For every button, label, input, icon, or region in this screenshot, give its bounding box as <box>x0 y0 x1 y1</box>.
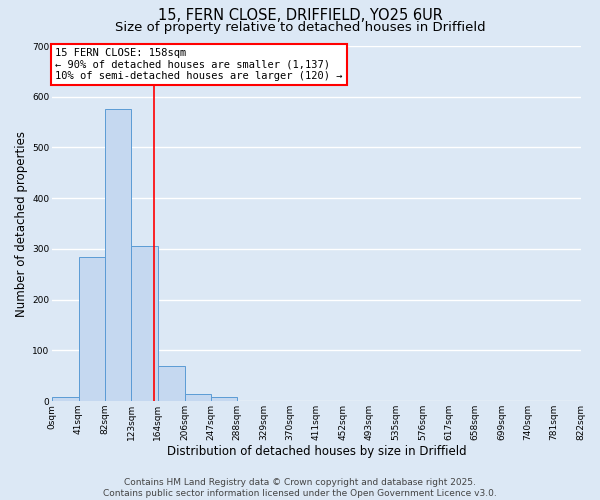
Bar <box>158 366 185 401</box>
Bar <box>185 394 211 401</box>
Bar <box>211 397 237 401</box>
Bar <box>79 256 105 401</box>
Text: Size of property relative to detached houses in Driffield: Size of property relative to detached ho… <box>115 21 485 34</box>
Text: Contains HM Land Registry data © Crown copyright and database right 2025.
Contai: Contains HM Land Registry data © Crown c… <box>103 478 497 498</box>
Y-axis label: Number of detached properties: Number of detached properties <box>15 130 28 316</box>
X-axis label: Distribution of detached houses by size in Driffield: Distribution of detached houses by size … <box>167 444 466 458</box>
Text: 15 FERN CLOSE: 158sqm
← 90% of detached houses are smaller (1,137)
10% of semi-d: 15 FERN CLOSE: 158sqm ← 90% of detached … <box>55 48 343 81</box>
Bar <box>131 246 158 401</box>
Text: 15, FERN CLOSE, DRIFFIELD, YO25 6UR: 15, FERN CLOSE, DRIFFIELD, YO25 6UR <box>158 8 442 22</box>
Bar <box>105 110 131 401</box>
Bar <box>52 397 79 401</box>
